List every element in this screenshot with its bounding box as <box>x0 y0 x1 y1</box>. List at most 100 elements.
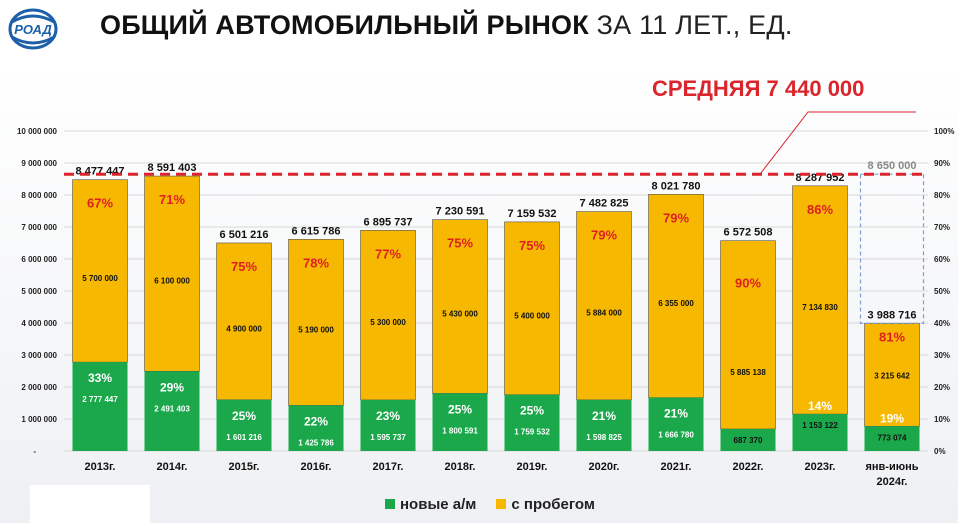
logo-text: РОАД <box>14 22 52 37</box>
legend-swatch-used <box>496 499 507 509</box>
bar-new <box>288 405 344 451</box>
bar-new <box>144 371 200 451</box>
y-tick-label: 2 000 000 <box>21 383 57 392</box>
total-label: 7 230 591 <box>436 206 485 218</box>
total-label: 6 572 508 <box>724 227 773 239</box>
new-share-label: 25% <box>232 409 256 423</box>
bar-new <box>432 393 488 451</box>
new-value-label: 773 074 <box>878 433 907 442</box>
y2-tick-label: 90% <box>934 159 950 168</box>
used-share-label: 79% <box>663 210 689 225</box>
new-share-label: 10% <box>736 414 760 428</box>
new-value-label: 1 666 780 <box>658 431 694 440</box>
used-share-label: 81% <box>879 329 905 344</box>
category-label: 2019г. <box>516 461 547 473</box>
used-share-label: 75% <box>447 236 473 251</box>
y-tick-label: 8 000 000 <box>21 191 57 200</box>
road-logo: РОАД <box>8 8 58 50</box>
used-value-label: 5 885 138 <box>730 368 766 377</box>
bar-used <box>576 211 632 401</box>
bar-new <box>720 429 776 451</box>
category-label: 2017г. <box>372 461 403 473</box>
used-share-label: 90% <box>735 276 761 291</box>
new-share-label: 21% <box>592 409 616 423</box>
y-tick-label: 9 000 000 <box>21 159 57 168</box>
y2-tick-label: 20% <box>934 383 950 392</box>
y-tick-label: 1 000 000 <box>21 415 57 424</box>
bar-new <box>792 414 848 451</box>
new-value-label: 1 601 216 <box>226 433 262 442</box>
used-share-label: 78% <box>303 255 329 270</box>
category-label: 2022г. <box>732 461 763 473</box>
category-label: 2018г. <box>444 461 475 473</box>
y2-tick-label: 40% <box>934 319 950 328</box>
bar-new <box>360 399 416 451</box>
category-label: 2023г. <box>804 461 835 473</box>
bar-new <box>576 399 632 451</box>
used-value-label: 6 355 000 <box>658 299 694 308</box>
y2-tick-label: 50% <box>934 287 950 296</box>
used-value-label: 5 700 000 <box>82 274 118 283</box>
new-share-label: 21% <box>664 407 688 421</box>
page-title: ОБЩИЙ АВТОМОБИЛЬНЫЙ РЫНОК ЗА 11 ЛЕТ., ЕД… <box>100 6 950 46</box>
category-label: 2021г. <box>660 461 691 473</box>
used-value-label: 5 884 000 <box>586 309 622 318</box>
new-share-label: 25% <box>520 404 544 418</box>
new-value-label: 687 370 <box>734 436 763 445</box>
total-label: 6 501 216 <box>220 229 269 241</box>
y-tick-label: 5 000 000 <box>21 287 57 296</box>
bar-used <box>144 175 200 372</box>
category-label: 2015г. <box>228 461 259 473</box>
bar-used <box>216 242 272 401</box>
bar-used <box>720 240 776 430</box>
y-tick-label: 4 000 000 <box>21 319 57 328</box>
used-value-label: 7 134 830 <box>802 303 838 312</box>
total-label: 6 895 737 <box>364 216 413 228</box>
average-leader-line <box>759 111 916 175</box>
title-light: ЗА 11 ЛЕТ., ЕД. <box>596 10 793 40</box>
used-share-label: 75% <box>519 238 545 253</box>
new-share-label: 19% <box>880 411 904 425</box>
y-tick-label: - <box>33 447 36 456</box>
category-label: 2024г. <box>876 476 907 488</box>
category-label: 2014г. <box>156 461 187 473</box>
category-label: 2016г. <box>300 461 331 473</box>
new-value-label: 1 595 737 <box>370 433 406 442</box>
bar-new <box>648 397 704 451</box>
used-share-label: 71% <box>159 192 185 207</box>
y-tick-label: 10 000 000 <box>17 127 58 136</box>
bar-new <box>72 362 128 451</box>
new-share-label: 33% <box>88 371 112 385</box>
total-label: 7 482 825 <box>580 198 629 210</box>
bar-used <box>288 238 344 406</box>
bar-new <box>216 399 272 451</box>
new-share-label: 25% <box>448 402 472 416</box>
used-share-label: 67% <box>87 196 113 211</box>
used-value-label: 3 215 642 <box>874 371 910 380</box>
total-label: 8 021 780 <box>652 180 701 192</box>
y-tick-label: 6 000 000 <box>21 255 57 264</box>
category-label: 2020г. <box>588 461 619 473</box>
total-label: 8 591 403 <box>148 162 197 174</box>
used-value-label: 5 400 000 <box>514 311 550 320</box>
new-share-label: 22% <box>304 414 328 428</box>
new-share-label: 14% <box>808 399 832 413</box>
bar-used <box>792 185 848 415</box>
y2-tick-label: 60% <box>934 255 950 264</box>
legend-item-used: с пробегом <box>496 496 595 513</box>
new-value-label: 1 800 591 <box>442 426 478 435</box>
bar-used <box>504 221 560 395</box>
bar-used <box>864 323 920 427</box>
forecast-label: 8 650 000 <box>868 160 917 172</box>
used-value-label: 5 430 000 <box>442 310 478 319</box>
new-share-label: 29% <box>160 380 184 394</box>
bar-used <box>432 219 488 394</box>
used-value-label: 5 300 000 <box>370 318 406 327</box>
y2-tick-label: 10% <box>934 415 950 424</box>
new-value-label: 1 759 532 <box>514 428 550 437</box>
y2-tick-label: 80% <box>934 191 950 200</box>
y2-tick-label: 0% <box>934 447 946 456</box>
total-label: 8 477 447 <box>76 166 125 178</box>
used-value-label: 6 100 000 <box>154 277 190 286</box>
